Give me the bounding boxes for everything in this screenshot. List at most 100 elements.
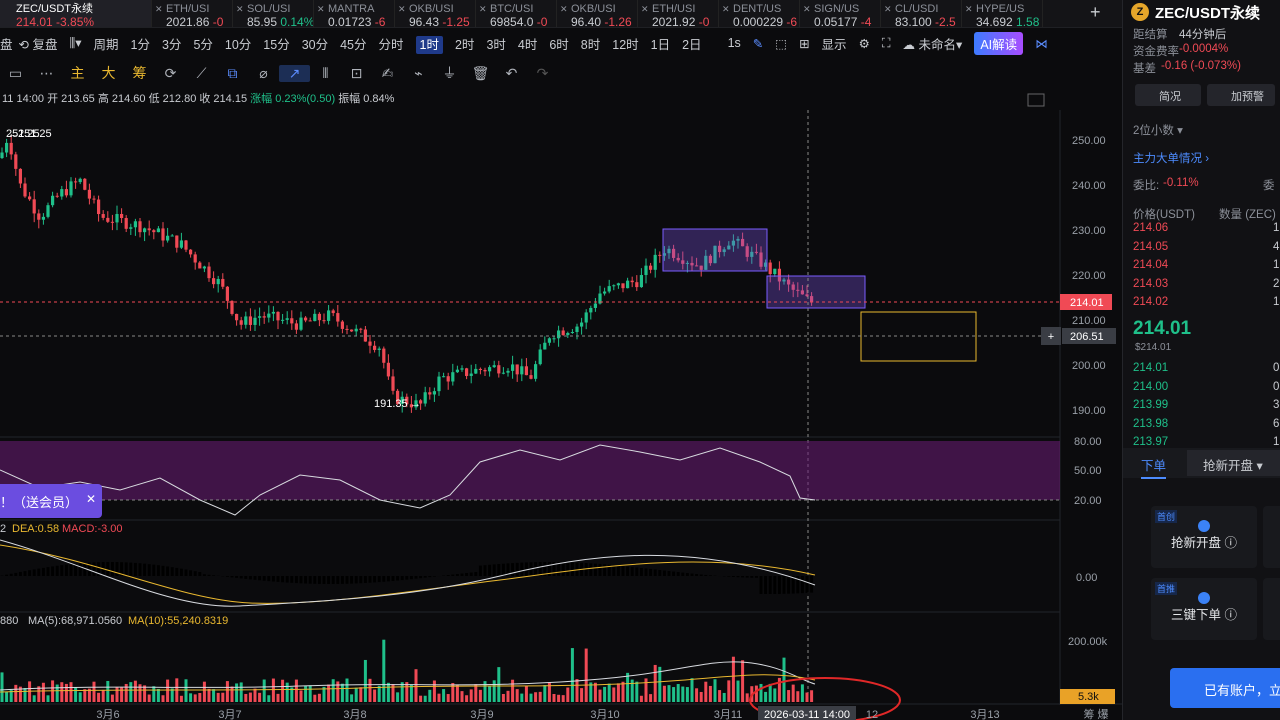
- bids-price[interactable]: 213.97: [1133, 436, 1169, 448]
- volume-bar: [179, 695, 183, 702]
- bars-tool-icon[interactable]: ⫴: [322, 64, 329, 81]
- period-dropdown[interactable]: 周期: [93, 37, 119, 52]
- lock-icon[interactable]: ⊡: [350, 64, 363, 81]
- close-tab-icon[interactable]: ✕: [236, 4, 244, 14]
- close-tab-icon[interactable]: ✕: [803, 4, 811, 14]
- ticker-tab[interactable]: ✕ BTC/USI 69854.0 -0: [476, 0, 557, 27]
- ticker-tab[interactable]: ✕ MANTRA 0.01723 -6: [314, 0, 395, 27]
- interval-10[interactable]: 3时: [486, 37, 506, 52]
- ticker-tab[interactable]: ✕ ETH/USI 2021.92 -0: [638, 0, 719, 27]
- interval-6[interactable]: 45分: [340, 37, 367, 52]
- compare-icon[interactable]: ⊞: [799, 36, 810, 51]
- volume-bar: [262, 679, 266, 702]
- candle-body: [400, 396, 404, 404]
- filter-icon[interactable]: ⏚: [442, 65, 457, 81]
- ticker-tab[interactable]: ✕ HYPE/US 34.692 1.58: [962, 0, 1043, 27]
- more-icon[interactable]: ⋯: [39, 64, 54, 81]
- share-icon[interactable]: ⋈: [1035, 36, 1048, 51]
- bids-price[interactable]: 214.01: [1133, 362, 1169, 374]
- display-button[interactable]: 显示: [821, 37, 847, 52]
- rect-icon[interactable]: ▭: [8, 64, 23, 81]
- add-tab-icon[interactable]: +: [1090, 2, 1101, 22]
- note-icon[interactable]: ✍: [381, 64, 394, 81]
- grab-card[interactable]: 首创 抢新开盘 ⓘ: [1151, 506, 1257, 568]
- ai-analysis-button[interactable]: AI解读: [974, 31, 1024, 55]
- asks-price[interactable]: 214.03: [1133, 277, 1169, 290]
- asks-price[interactable]: 214.05: [1133, 240, 1169, 253]
- tab-order[interactable]: 下单: [1141, 455, 1167, 479]
- decimals-dropdown[interactable]: 2位小数 ▾: [1133, 125, 1183, 137]
- asks-price[interactable]: 214.06: [1133, 222, 1169, 234]
- close-tab-icon[interactable]: ✕: [155, 4, 163, 14]
- screenshot-icon[interactable]: ⬚: [775, 36, 788, 51]
- ticker-tab[interactable]: ✕ OKB/USI 96.43 -1.25: [395, 0, 476, 27]
- interval-12[interactable]: 6时: [549, 37, 569, 52]
- chart-type-icon[interactable]: ⫼▾: [69, 36, 82, 50]
- undo-icon[interactable]: ↶: [505, 64, 518, 81]
- redo-icon[interactable]: ↷: [536, 64, 549, 81]
- interval-5[interactable]: 30分: [301, 37, 329, 52]
- mainflow-link[interactable]: 主力大单情况 ›: [1133, 153, 1210, 165]
- brush-icon[interactable]: ⌁: [414, 64, 423, 81]
- interval-16[interactable]: 2日: [682, 37, 702, 52]
- copy-icon[interactable]: ⧉: [227, 64, 238, 81]
- seconds-button[interactable]: 1s: [727, 36, 741, 50]
- interval-7[interactable]: 分时: [378, 37, 404, 52]
- three-key-card[interactable]: 首推 三键下单 ⓘ: [1151, 578, 1257, 640]
- ticker-tab[interactable]: ✕ OKB/USI 96.40 -1.26: [557, 0, 638, 27]
- menu-icon[interactable]: 盘: [0, 37, 13, 52]
- ticker-tab[interactable]: ✕ SOL/USI 85.95 0.14%: [233, 0, 314, 27]
- brief-button[interactable]: 简况: [1135, 84, 1201, 106]
- close-tab-icon[interactable]: ✕: [560, 4, 568, 14]
- ticker-tab[interactable]: ✕ ETH/USI 2021.86 -0: [152, 0, 233, 27]
- bids-price[interactable]: 214.00: [1133, 380, 1169, 393]
- pen-icon[interactable]: ✎: [752, 36, 764, 51]
- close-tab-icon[interactable]: ✕: [398, 4, 406, 14]
- bids-price[interactable]: 213.98: [1133, 417, 1169, 430]
- interval-0[interactable]: 1分: [130, 37, 150, 52]
- alert-button[interactable]: 加预警: [1207, 84, 1275, 106]
- interval-13[interactable]: 8时: [580, 37, 601, 52]
- close-tab-icon[interactable]: ✕: [722, 4, 730, 14]
- bids-price[interactable]: 213.99: [1133, 399, 1169, 411]
- interval-2[interactable]: 5分: [193, 37, 213, 52]
- ticker-tab[interactable]: ZEC/USDT永续 214.01 -3.85%: [0, 0, 152, 27]
- login-button[interactable]: 已有账户，立: [1170, 668, 1280, 708]
- layout-dropdown[interactable]: ☁ 未命名▾: [902, 37, 963, 52]
- asks-price[interactable]: 214.02: [1133, 296, 1169, 308]
- interval-11[interactable]: 4时: [517, 37, 538, 52]
- trash-icon[interactable]: 🗑: [471, 64, 490, 81]
- interval-15[interactable]: 1日: [650, 37, 671, 52]
- main-indicator-button[interactable]: 主: [70, 65, 85, 81]
- ticker-tab[interactable]: ✕ DENT/US 0.000229 -6: [719, 0, 800, 27]
- interval-9[interactable]: 2时: [454, 37, 475, 52]
- big-order-button[interactable]: 大: [101, 65, 116, 81]
- settings-icon[interactable]: ⚙: [858, 36, 870, 51]
- close-tab-icon[interactable]: ✕: [317, 4, 325, 14]
- sync-icon[interactable]: ⟳: [164, 64, 177, 81]
- close-tab-icon[interactable]: ✕: [965, 4, 973, 14]
- promo-banner[interactable]: ！（送会员） ✕: [0, 484, 102, 518]
- chips-button[interactable]: 筹: [132, 65, 147, 81]
- interval-4[interactable]: 15分: [263, 37, 290, 52]
- tab-grab[interactable]: 抢新开盘 ▾: [1203, 459, 1263, 473]
- close-icon[interactable]: ✕: [85, 492, 96, 506]
- interval-1[interactable]: 3分: [161, 37, 182, 52]
- interval-3[interactable]: 10分: [224, 37, 252, 52]
- close-tab-icon[interactable]: ✕: [884, 4, 892, 14]
- line-tool-icon[interactable]: ⟋: [196, 64, 207, 81]
- ruler-icon[interactable]: ⌀: [259, 64, 268, 81]
- tab-change: -3.85%: [56, 15, 95, 27]
- macd-bar: [626, 566, 630, 576]
- price-chart[interactable]: 250.00240.00230.00220.00210.00200.00190.…: [0, 0, 1122, 720]
- asks-price[interactable]: 214.04: [1133, 259, 1169, 271]
- interval-14[interactable]: 12时: [612, 37, 639, 52]
- ticker-tab[interactable]: ✕ CL/USDI 83.100 -2.5: [881, 0, 962, 27]
- close-tab-icon[interactable]: ✕: [641, 4, 649, 14]
- close-tab-icon[interactable]: ✕: [479, 4, 487, 14]
- fullscreen-icon[interactable]: ⛶: [881, 35, 891, 50]
- ticker-tab[interactable]: ✕ SIGN/US 0.05177 -4: [800, 0, 881, 27]
- trend-tool-icon[interactable]: ↗: [279, 64, 310, 82]
- replay-button[interactable]: ⟲ 复盘: [18, 37, 58, 52]
- interval-8[interactable]: 1时: [415, 35, 443, 54]
